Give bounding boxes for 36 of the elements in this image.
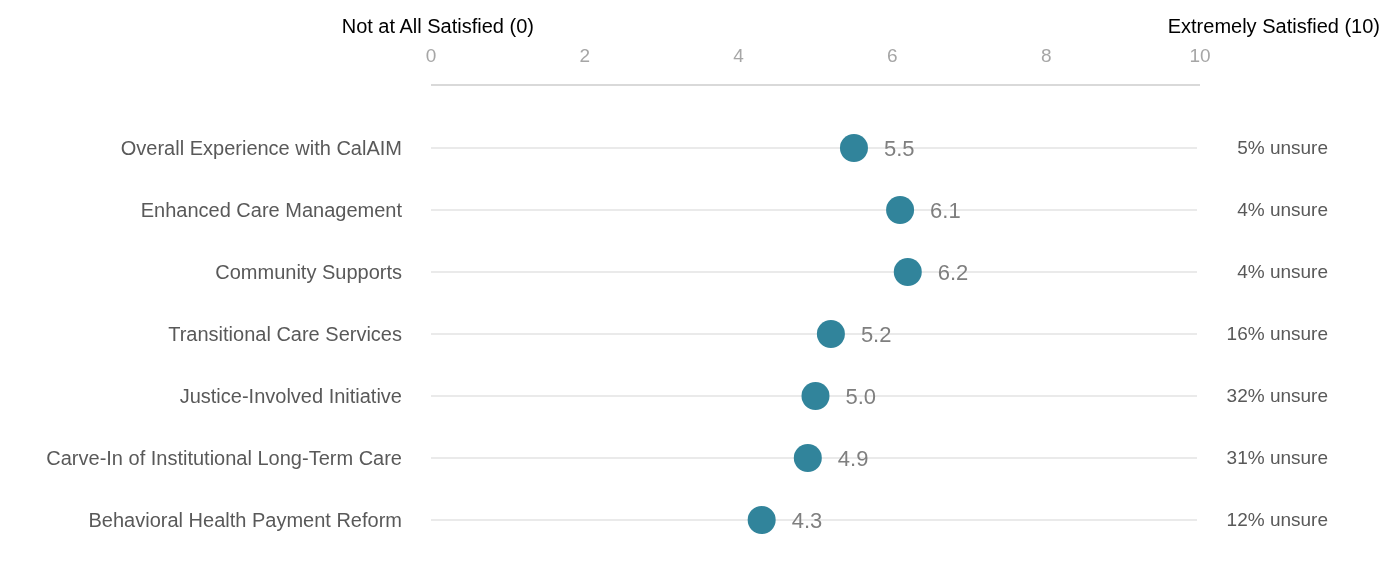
y-tick-label: Justice-Involved Initiative xyxy=(179,385,402,407)
y-tick-label: Carve-In of Institutional Long-Term Care xyxy=(46,447,402,469)
data-label: 5.2 xyxy=(860,322,892,347)
x-tick-label: 0 xyxy=(425,45,437,66)
text: Extremely Satisfied (10) xyxy=(1167,15,1380,37)
y-tick-label: Community Supports xyxy=(215,261,402,283)
data-label: 4.9 xyxy=(837,446,869,471)
data-label: 6.1 xyxy=(930,198,961,223)
text: 12% unsure xyxy=(1226,509,1328,530)
y-tick-label: Overall Experience with CalAIM xyxy=(120,137,402,159)
text: 5% unsure xyxy=(1237,137,1328,158)
y-tick-label: Transitional Care Services xyxy=(168,323,402,345)
text: 31% unsure xyxy=(1226,447,1328,468)
data-label: 4.3 xyxy=(791,508,823,533)
point xyxy=(839,134,868,162)
text: 16% unsure xyxy=(1226,323,1328,344)
point xyxy=(886,196,915,224)
data-label: 5.5 xyxy=(883,136,915,161)
text: Not at All Satisfied (0) xyxy=(341,15,534,37)
point xyxy=(816,320,845,348)
x-tick-label: 4 xyxy=(733,45,745,66)
y-tick-label: Behavioral Health Payment Reform xyxy=(88,509,402,531)
x-tick-label: 2 xyxy=(579,45,591,66)
text: 32% unsure xyxy=(1226,385,1328,406)
x-tick-label: 10 xyxy=(1189,45,1211,66)
text: 4% unsure xyxy=(1237,199,1328,220)
x-tick-label: 6 xyxy=(887,45,898,66)
y-tick-label: Enhanced Care Management xyxy=(140,199,403,221)
point xyxy=(793,444,822,472)
data-label: 5.0 xyxy=(845,384,877,409)
text: 4% unsure xyxy=(1237,261,1328,282)
x-tick-label: 8 xyxy=(1040,45,1052,66)
point xyxy=(893,258,922,286)
point xyxy=(747,506,776,534)
data-label: 6.2 xyxy=(937,260,969,285)
point xyxy=(801,382,830,410)
